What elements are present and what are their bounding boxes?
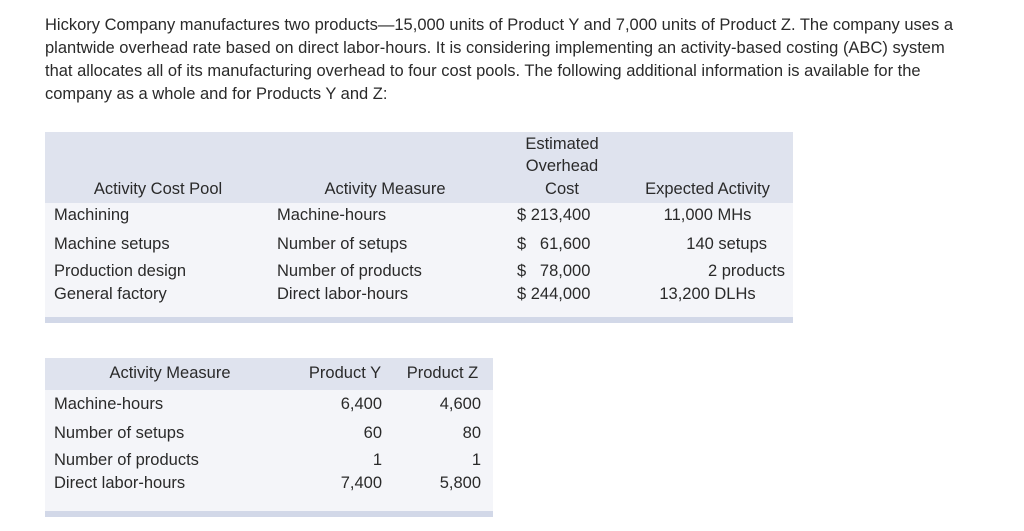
table-divider <box>45 511 493 517</box>
row-design-cost: $ 78,000 <box>517 262 591 280</box>
header-estimated-cost-line2: Overhead <box>525 157 599 175</box>
header-estimated-cost-line1: Estimated <box>525 135 599 153</box>
row-setups-cost: $ 61,600 <box>517 235 591 253</box>
row-machining-cost: $ 213,400 <box>517 206 591 224</box>
row-setups-pool: Machine setups <box>54 235 170 253</box>
row-machining-measure: Machine-hours <box>277 206 387 224</box>
row-general-measure: Direct labor-hours <box>277 285 409 303</box>
product-activity-table-header <box>45 358 493 390</box>
row-products-z: 1 <box>471 451 481 469</box>
problem-statement: Hickory Company manufactures two product… <box>45 16 953 103</box>
row-general-activity: 13,200 DLHs <box>659 285 756 303</box>
row-products-y: 1 <box>372 451 382 469</box>
row-general-pool: General factory <box>54 285 167 303</box>
row-machine-hours-z: 4,600 <box>439 395 481 413</box>
row-setups-label: Number of setups <box>54 424 185 442</box>
row-machine-hours-y: 6,400 <box>340 395 382 413</box>
row-setups-activity: 140 setups <box>686 235 767 253</box>
row-general-cost: $ 244,000 <box>517 285 591 303</box>
row-dlh-label: Direct labor-hours <box>54 474 186 492</box>
header-expected-activity: Expected Activity <box>645 180 770 198</box>
row-machine-hours-label: Machine-hours <box>54 395 164 413</box>
header-product-z: Product Z <box>406 364 479 382</box>
row-design-measure: Number of products <box>277 262 422 280</box>
header-product-y: Product Y <box>308 364 382 382</box>
row-setups-z: 80 <box>462 424 481 442</box>
header-activity-measure: Activity Measure <box>324 180 446 198</box>
row-machining-activity: 11,000 MHs <box>663 206 752 224</box>
row-machining-pool: Machining <box>54 206 130 224</box>
row-dlh-z: 5,800 <box>439 474 481 492</box>
row-design-activity: 2 products <box>707 262 785 280</box>
table-divider <box>45 317 793 323</box>
cost-pool-table-body <box>45 203 793 317</box>
row-setups-y: 60 <box>363 424 382 442</box>
row-products-label: Number of products <box>54 451 199 469</box>
row-design-pool: Production design <box>54 262 187 280</box>
product-activity-table: Activity Measure Product Y Product Z Mac… <box>45 358 493 518</box>
cost-pool-table: Activity Cost Pool Activity Measure Esti… <box>45 132 793 323</box>
row-setups-measure: Number of setups <box>277 235 408 253</box>
header-activity-cost-pool: Activity Cost Pool <box>93 180 223 198</box>
header-activity-measure: Activity Measure <box>109 364 231 382</box>
product-activity-table-body <box>45 390 493 511</box>
cost-pool-table-header <box>45 132 793 203</box>
header-estimated-cost-line3: Cost <box>545 180 579 198</box>
row-dlh-y: 7,400 <box>340 474 382 492</box>
